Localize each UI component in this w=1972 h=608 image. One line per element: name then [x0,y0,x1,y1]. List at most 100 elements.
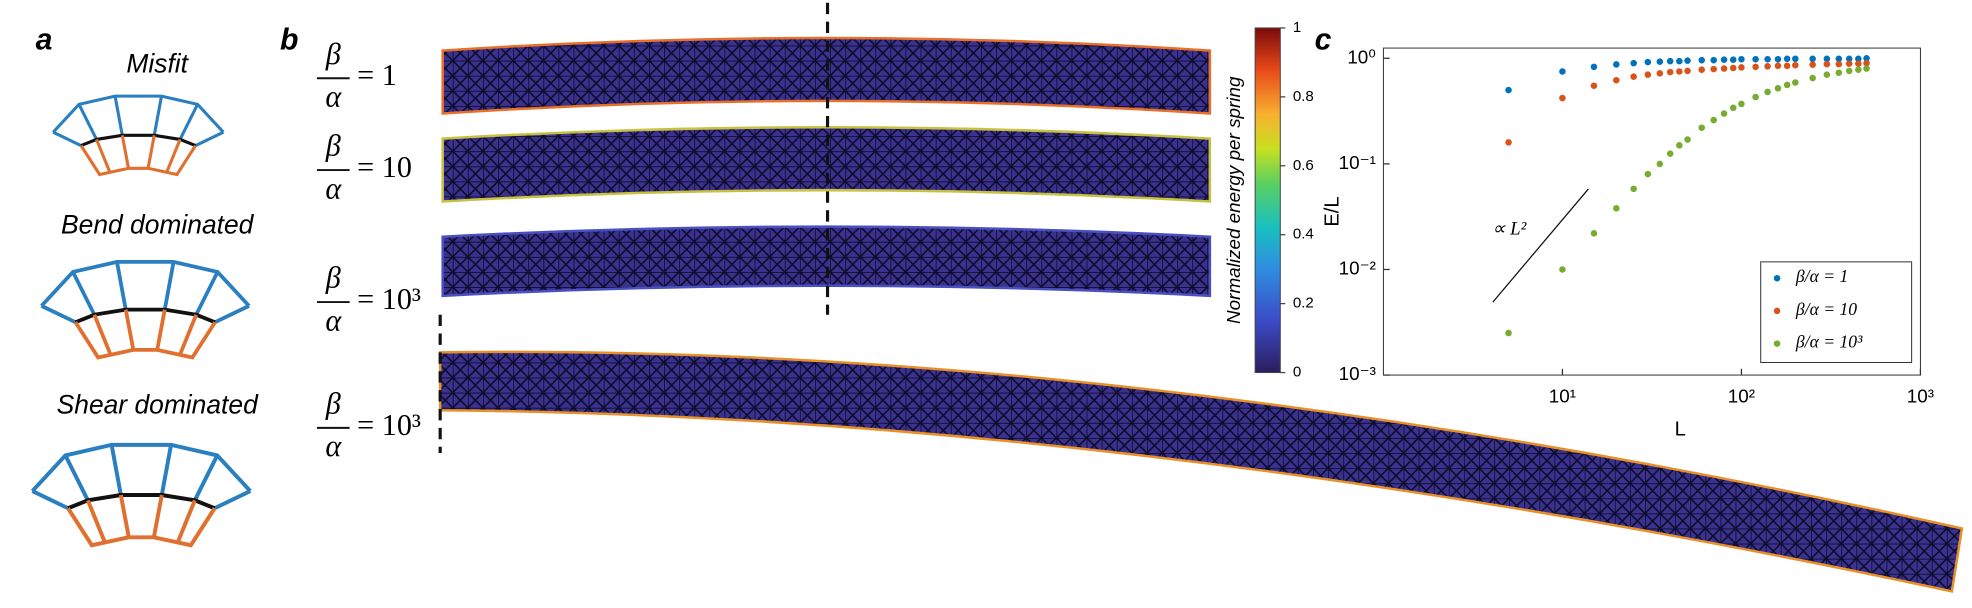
legend-marker [1773,307,1781,315]
data-point [1863,65,1870,72]
data-point [1590,230,1598,237]
data-point [1630,185,1637,193]
data-point [1774,62,1782,70]
ratio-numerator: β [325,37,341,71]
x-tick-label: 10¹ [1549,386,1576,407]
panel-label: a [36,24,53,57]
ratio-rhs: = 1 [357,58,397,92]
data-point [1684,67,1691,75]
data-point [1835,69,1843,77]
data-point [1698,56,1705,64]
data-point [1590,63,1598,71]
data-point [1505,329,1512,337]
data-point [1863,55,1870,62]
y-tick-label: 10⁻² [1339,257,1376,278]
data-point [1684,136,1691,143]
data-point [1698,66,1705,73]
data-point [1656,70,1664,77]
data-point [1863,59,1870,67]
data-point [1656,160,1664,168]
data-point [1710,65,1717,73]
data-point [1764,88,1771,96]
data-point [1845,55,1853,63]
data-point [1738,64,1745,71]
data-point [1720,110,1728,117]
data-point [1809,74,1816,82]
data-point [1809,61,1816,68]
data-point [1783,62,1791,70]
x-axis-label: L [1675,419,1686,441]
data-point [1666,68,1674,76]
data-point [1823,55,1831,63]
data-point [1505,139,1512,146]
lattice-beam [441,36,1212,115]
data-point [1738,55,1745,63]
data-point [1559,94,1566,102]
legend-marker [1773,340,1781,347]
data-point [1783,81,1791,89]
data-point [1710,56,1717,64]
data-point [1676,142,1683,149]
legend-label: β/α = 1 [1795,266,1848,286]
ratio-denominator: α [325,303,342,337]
data-point [1835,60,1843,68]
data-point [1644,58,1652,66]
misfit-diagram [51,94,225,177]
data-point [1729,56,1737,63]
lattice-beam [438,350,1964,593]
data-point [1710,116,1717,124]
colorbar-tick-label: 0.6 [1293,157,1314,174]
data-point [1845,67,1853,75]
y-tick-label: 10⁻³ [1339,363,1376,384]
data-point [1729,64,1737,72]
colorbar-title: Normalized energy per spring [1223,76,1244,324]
data-point [1855,55,1862,63]
data-point [1684,57,1691,64]
legend [1760,261,1913,363]
colorbar-tick-label: 0.8 [1293,88,1314,105]
colorbar-tick-label: 0.2 [1293,295,1314,312]
panel-label: b [280,24,298,57]
data-point [1666,57,1674,65]
data-point [1823,60,1831,68]
legend-label: β/α = 10 [1795,299,1857,319]
data-point [1845,60,1853,67]
data-point [1656,58,1664,65]
data-point [1774,55,1782,63]
diagram-title: Bend dominated [61,210,255,240]
data-point [1809,55,1816,63]
diagram-title: Shear dominated [57,389,259,419]
slope-line [1492,188,1589,303]
colorbar-tick-label: 1 [1293,19,1301,36]
ratio-numerator: β [325,261,341,295]
shear-diagram [30,442,253,548]
y-tick-label: 10⁻¹ [1339,152,1376,173]
data-point [1613,76,1620,84]
data-point [1720,65,1728,72]
bend-diagram [39,259,251,360]
data-point [1676,57,1683,65]
ratio-numerator: β [325,386,341,420]
data-point [1774,85,1782,92]
x-tick-label: 10² [1728,386,1755,407]
ratio-rhs: = 10³ [357,282,421,316]
data-point [1720,56,1728,63]
data-point [1729,104,1737,112]
data-point [1855,60,1862,67]
ratio-denominator: α [325,429,342,463]
legend-marker [1773,274,1781,282]
data-point [1559,68,1566,75]
data-point [1559,266,1566,273]
y-tick-label: 10⁰ [1347,46,1376,67]
data-point [1698,124,1705,132]
data-point [1590,82,1598,89]
data-point [1764,63,1771,70]
data-point [1613,61,1620,68]
data-point [1644,170,1652,178]
legend-label: β/α = 10³ [1795,332,1863,352]
data-point [1505,86,1512,94]
data-point [1630,59,1637,67]
ratio-numerator: β [325,129,341,163]
data-point [1792,55,1799,63]
